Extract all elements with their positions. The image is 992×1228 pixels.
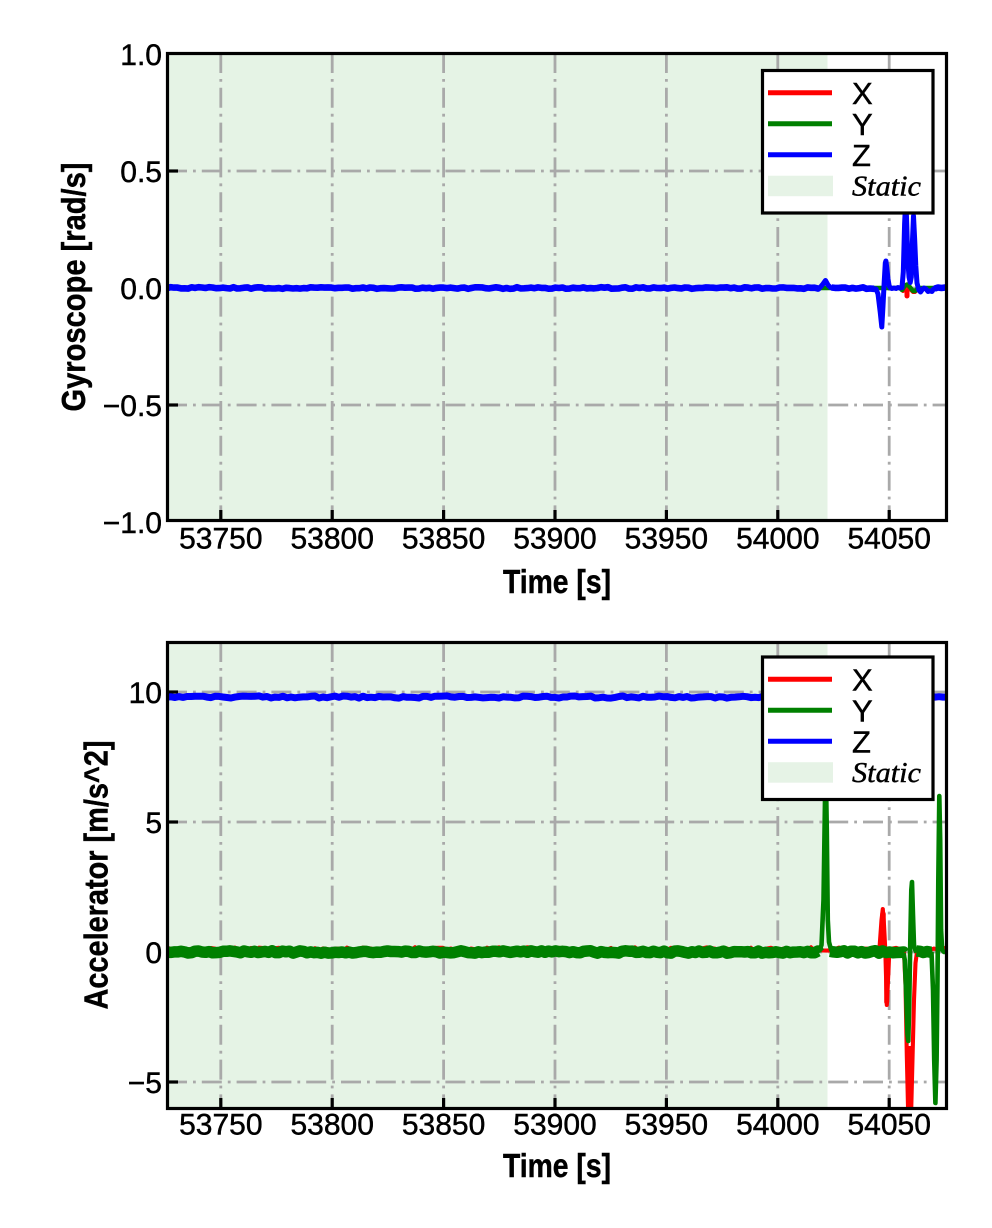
svg-text:53800: 53800 (290, 1109, 373, 1142)
svg-text:Static: Static (852, 170, 921, 202)
svg-text:53900: 53900 (513, 523, 596, 556)
svg-text:Z: Z (852, 725, 871, 760)
svg-text:Accelerator [m/s^2]: Accelerator [m/s^2] (78, 741, 115, 1010)
svg-text:54050: 54050 (847, 1109, 930, 1142)
svg-text:5: 5 (145, 807, 162, 840)
svg-text:Z: Z (852, 138, 871, 173)
svg-text:0.0: 0.0 (120, 273, 162, 306)
svg-text:Static: Static (852, 757, 921, 789)
svg-text:Time [s]: Time [s] (503, 1147, 611, 1184)
svg-text:Y: Y (852, 107, 873, 142)
svg-text:53750: 53750 (179, 1109, 262, 1142)
svg-text:53750: 53750 (179, 523, 262, 556)
svg-text:10: 10 (129, 677, 162, 710)
svg-text:53900: 53900 (513, 1109, 596, 1142)
svg-text:53850: 53850 (402, 523, 485, 556)
svg-text:Time [s]: Time [s] (503, 563, 611, 600)
svg-text:Gyroscope [rad/s]: Gyroscope [rad/s] (55, 163, 92, 412)
svg-text:−1.0: −1.0 (103, 507, 162, 540)
svg-text:53950: 53950 (625, 523, 708, 556)
svg-text:0: 0 (145, 937, 162, 970)
svg-text:53800: 53800 (290, 523, 373, 556)
svg-text:54000: 54000 (736, 523, 819, 556)
svg-text:Y: Y (852, 694, 873, 729)
svg-text:53950: 53950 (625, 1109, 708, 1142)
svg-text:X: X (852, 76, 873, 111)
svg-text:54050: 54050 (847, 523, 930, 556)
svg-text:1.0: 1.0 (120, 39, 162, 72)
svg-text:X: X (852, 663, 873, 698)
svg-text:54000: 54000 (736, 1109, 819, 1142)
svg-text:53850: 53850 (402, 1109, 485, 1142)
svg-text:−5: −5 (128, 1067, 162, 1100)
svg-text:−0.5: −0.5 (103, 390, 162, 423)
svg-text:0.5: 0.5 (120, 156, 162, 189)
